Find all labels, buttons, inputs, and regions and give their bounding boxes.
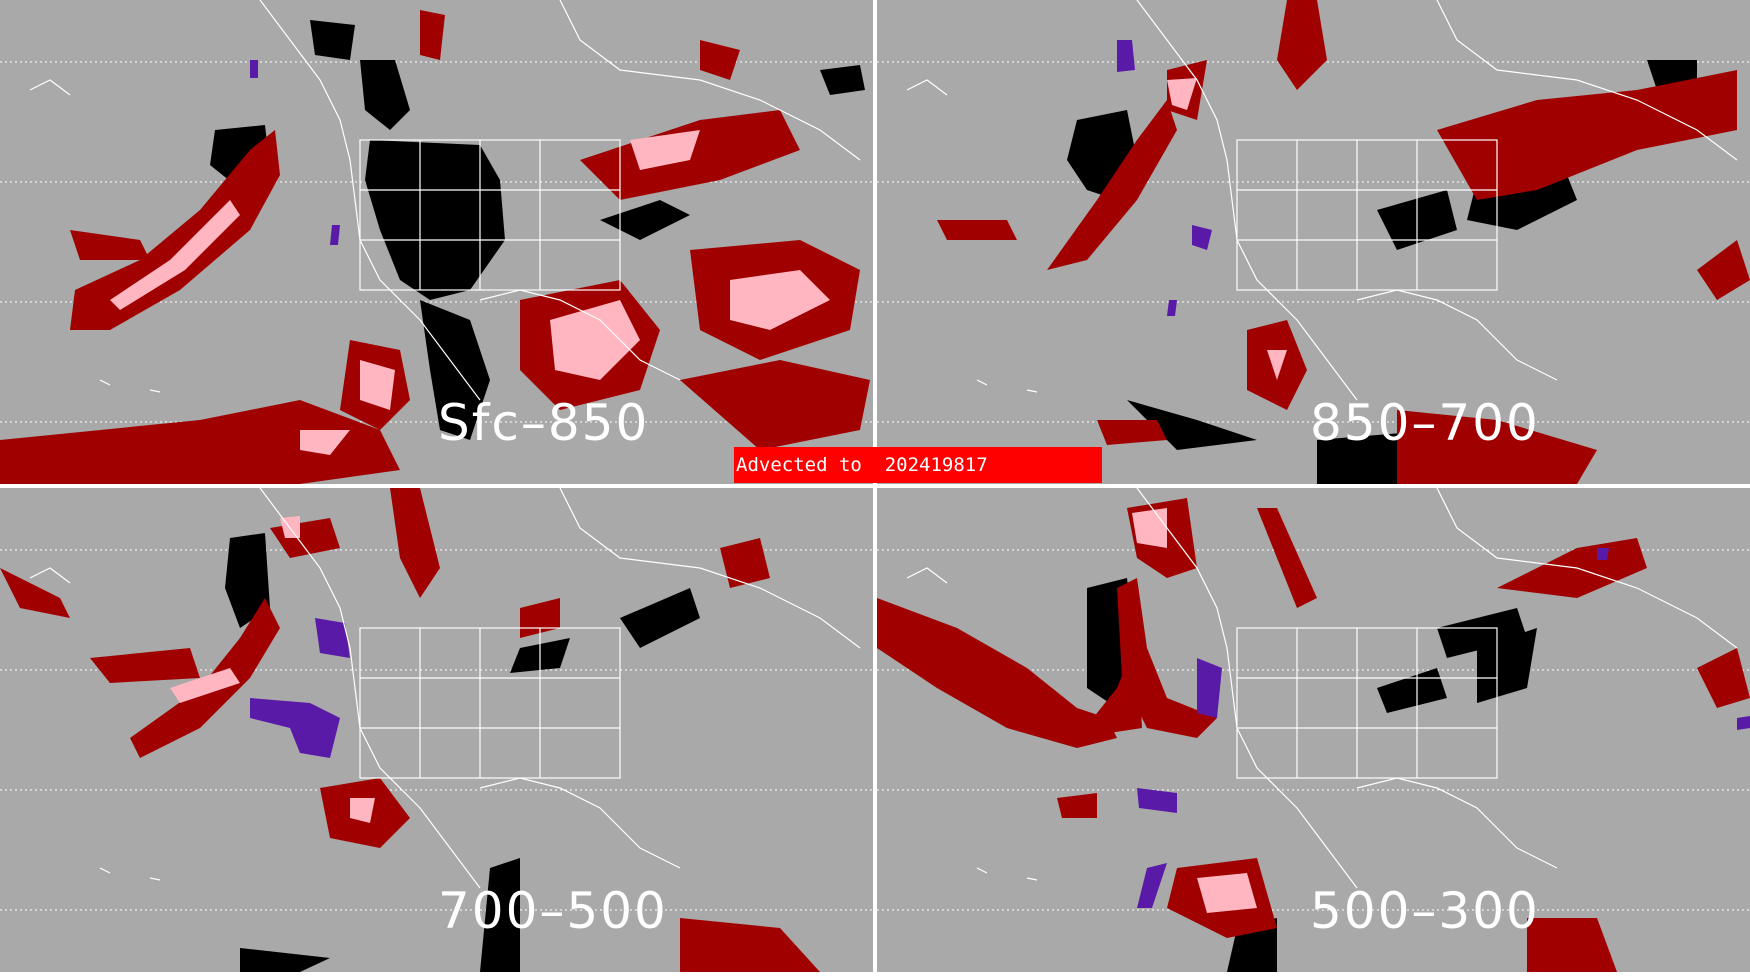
- panel-sfc-850: Sfc–850: [0, 0, 873, 484]
- panel-label: Sfc–850: [438, 394, 650, 452]
- map-outlines: [906, 488, 1738, 889]
- map-sfc-850: [0, 0, 873, 484]
- moisture-purple: [250, 60, 340, 245]
- moisture-purple: [250, 618, 350, 758]
- vertical-divider: [873, 0, 877, 976]
- moisture-pink: [110, 130, 830, 455]
- moisture-pink: [1167, 78, 1287, 380]
- map-700-500: [0, 488, 873, 972]
- moisture-red: [0, 488, 820, 972]
- map-outlines: [29, 0, 861, 401]
- panel-700-500: 700–500: [0, 488, 873, 972]
- moisture-red: [937, 0, 1750, 484]
- map-outlines: [29, 488, 861, 889]
- panel-500-300: 500–300: [877, 488, 1750, 972]
- lat-lon-grid: [877, 549, 1750, 911]
- moisture-red: [877, 498, 1750, 972]
- lat-lon-grid: [0, 549, 873, 911]
- map-500-300: [877, 488, 1750, 972]
- panel-850-700: 850–700: [877, 0, 1750, 484]
- panel-label: 850–700: [1310, 394, 1540, 452]
- map-850-700: [877, 0, 1750, 484]
- map-outlines: [906, 0, 1738, 401]
- moisture-purple: [1137, 548, 1750, 908]
- panel-label: 500–300: [1310, 882, 1540, 940]
- moisture-pink: [1132, 508, 1257, 913]
- advected-banner: Advected to 202419817: [734, 447, 1102, 483]
- panel-label: 700–500: [438, 882, 668, 940]
- moisture-purple: [1117, 40, 1212, 316]
- horizontal-divider: [0, 484, 1750, 488]
